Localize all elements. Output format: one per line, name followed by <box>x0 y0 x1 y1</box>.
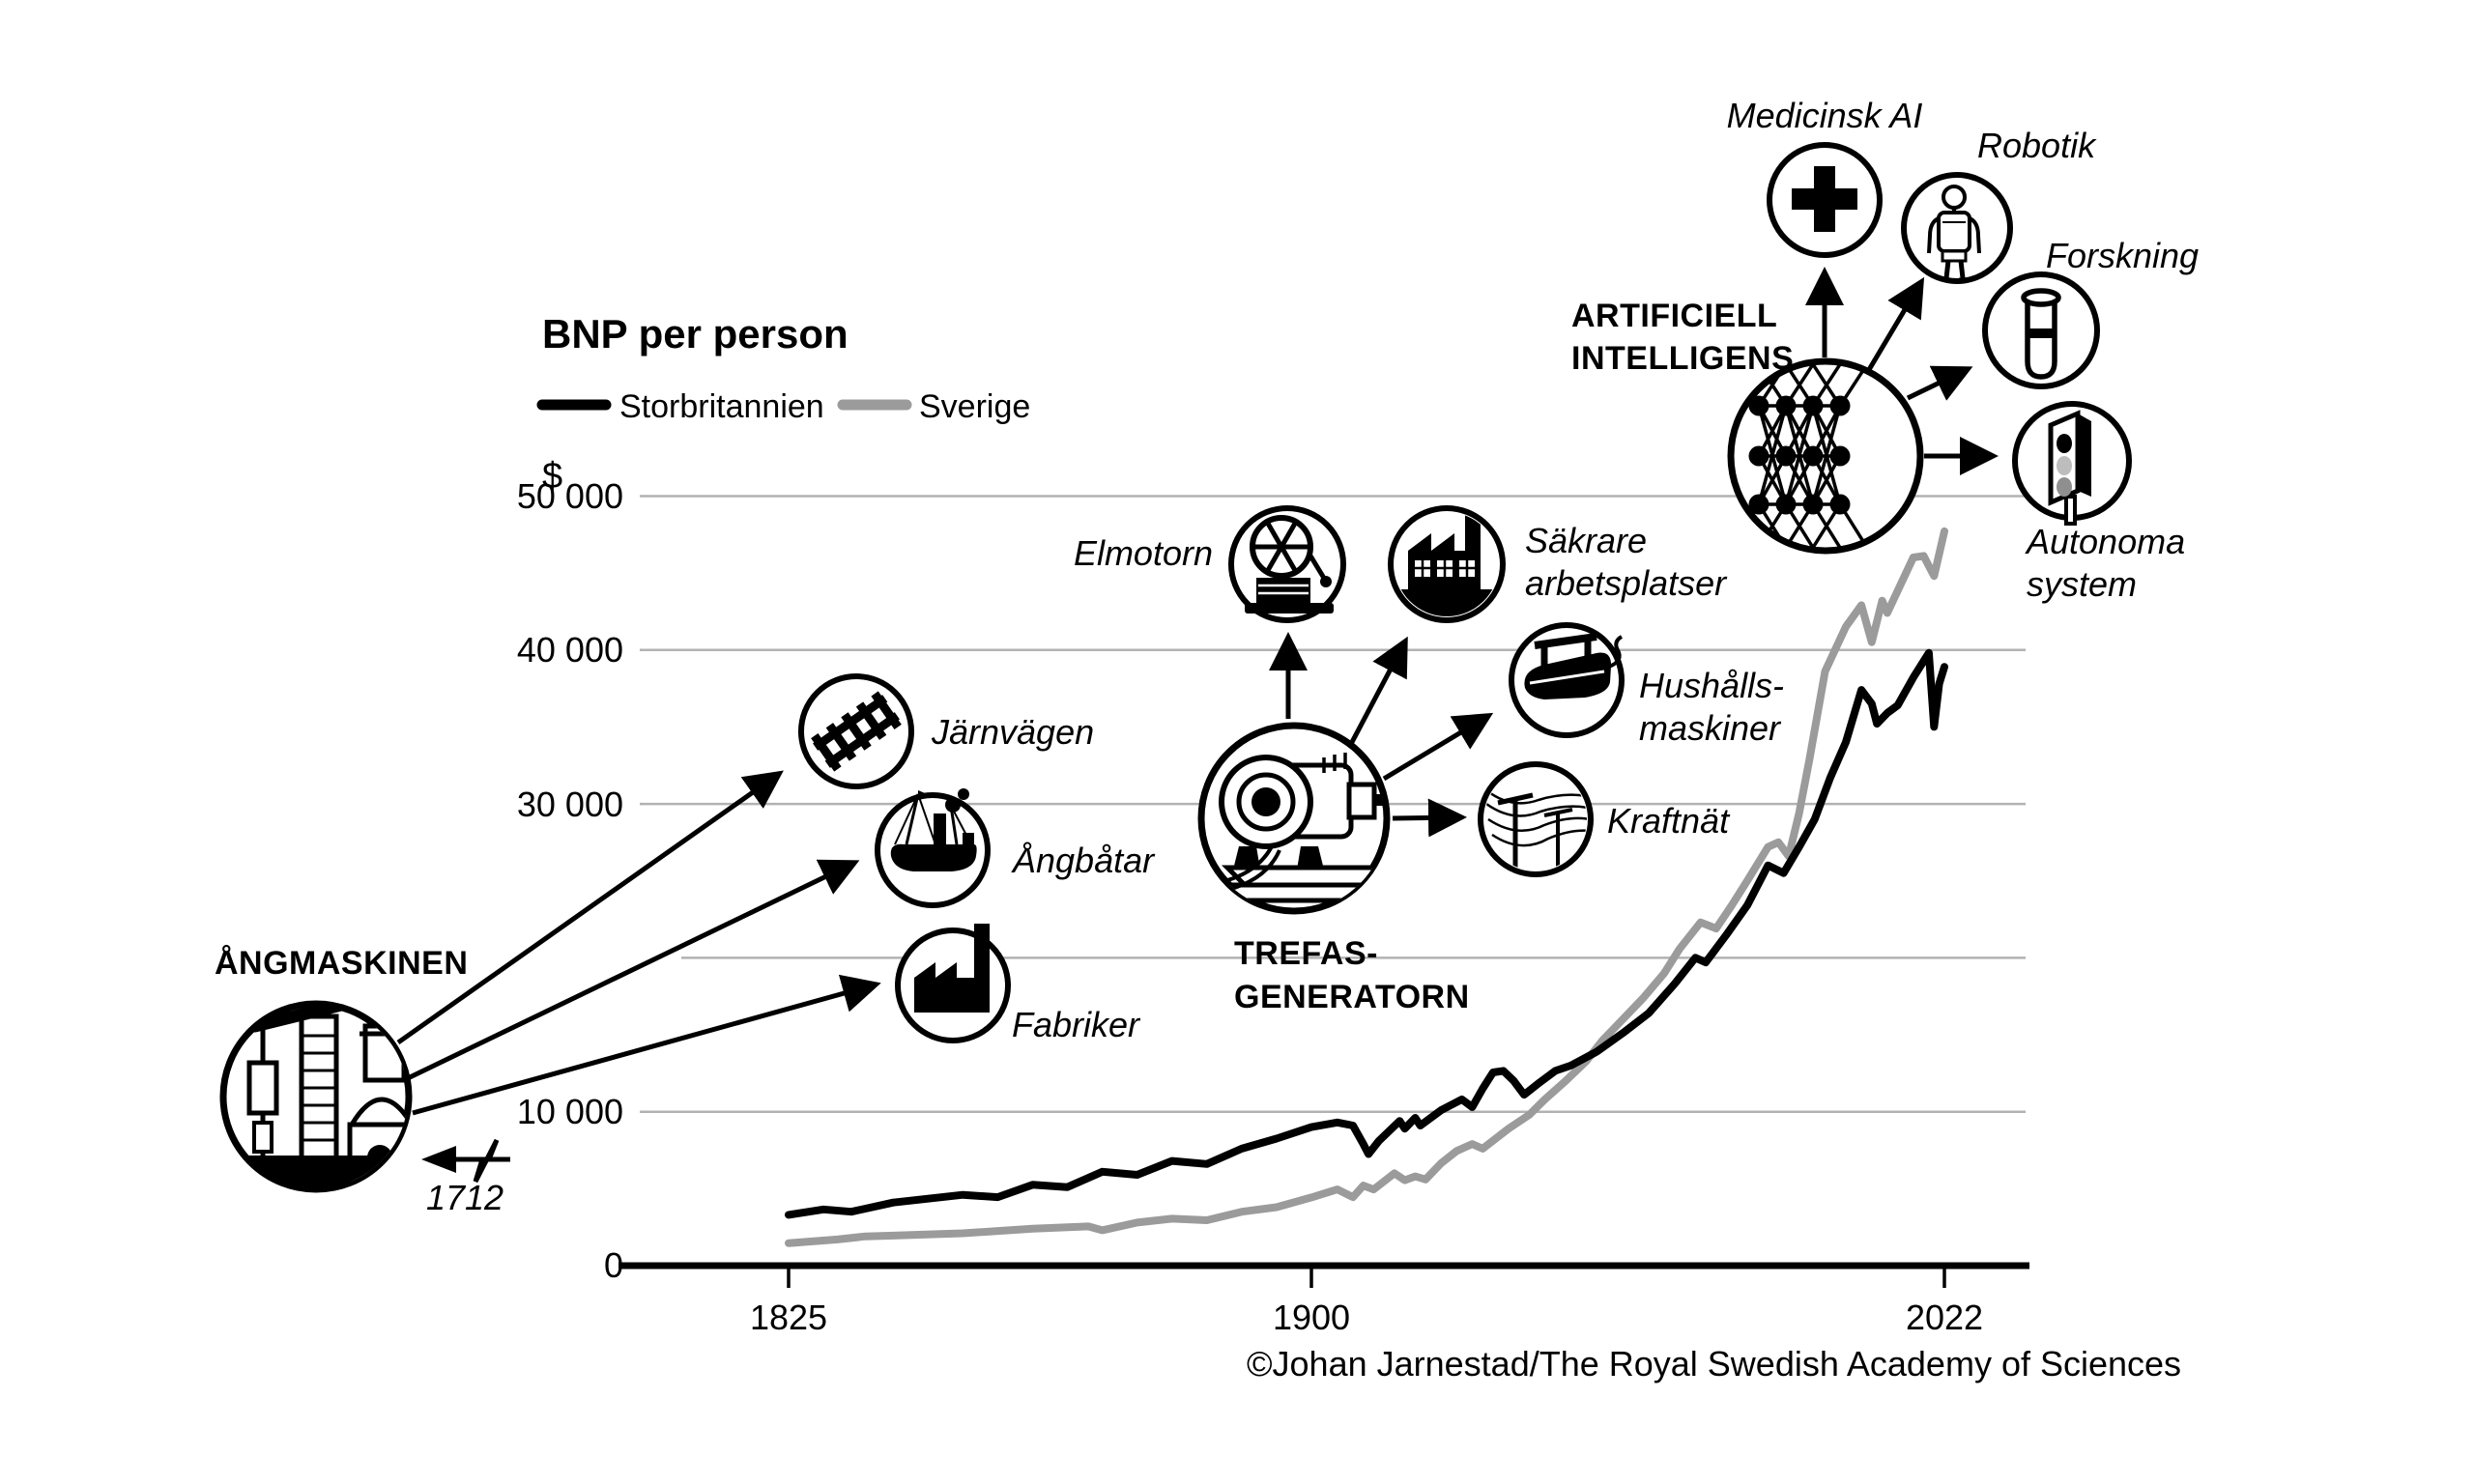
factory-group: Fabriker <box>895 924 1141 1044</box>
arrow-steam-to-steamboats <box>406 859 860 1081</box>
arrow-steam-to-factories <box>412 974 881 1116</box>
y-tick-0: 0 <box>604 1245 623 1285</box>
ai-title-line1: ARTIFICIELL <box>1571 298 1777 334</box>
research-group: Forskning <box>1982 236 2199 389</box>
safer-workplaces-group: Säkrare arbetsplatser <box>1388 505 1728 623</box>
autonomous-systems-label-line2: system <box>2027 564 2137 604</box>
y-tick-40000: 40 000 <box>517 630 623 670</box>
legend-label-storbritannien: Storbritannien <box>619 388 824 425</box>
railway-track-icon <box>811 691 902 772</box>
railway-group: Järnvägen <box>798 673 1094 789</box>
generator-title-line1: TREFAS- <box>1234 935 1378 972</box>
arrows <box>396 267 1999 1116</box>
autonomous-systems-group: Autonoma system <box>2012 401 2185 604</box>
power-grid-label: Kraftnät <box>1607 801 1731 841</box>
household-machines-group: Hushålls- maskiner <box>1509 622 1784 748</box>
electric-motor-icon <box>1245 515 1334 614</box>
medical-ai-group: Medicinsk AI <box>1727 96 1923 258</box>
iron-icon <box>1524 633 1624 699</box>
y-tick-10000: 10 000 <box>517 1092 623 1131</box>
steam-engine-group: ÅNGMASKINEN 1712 <box>215 945 503 1217</box>
factory-icon <box>914 924 990 1013</box>
household-machines-label-line2: maskiner <box>1639 708 1782 748</box>
x-axis: 1825 1900 2022 <box>618 1262 2029 1337</box>
generator-group: TREFAS- GENERATORN <box>1197 722 1470 1015</box>
credit-line: ©Johan Jarnestad/The Royal Swedish Acade… <box>1247 1344 2181 1384</box>
x-tick-label-1825: 1825 <box>750 1298 827 1337</box>
safer-workplaces-label-line2: arbetsplatser <box>1525 563 1728 603</box>
safer-workplaces-label-line1: Säkrare <box>1525 521 1647 560</box>
electric-motor-label: Elmotorn <box>1074 533 1213 573</box>
power-grid-group: Kraftnät <box>1478 761 1731 877</box>
power-grid-circle <box>1478 761 1594 877</box>
ai-group: ARTIFICIELL INTELLIGENS <box>1571 298 1924 555</box>
robot-icon <box>1927 185 1981 281</box>
arrow-steam-to-railway <box>396 770 784 1045</box>
robotics-label: Robotik <box>1977 126 2097 165</box>
railway-label: Järnvägen <box>931 712 1094 752</box>
household-machines-label-line1: Hushålls- <box>1639 666 1784 705</box>
ai-title-line2: INTELLIGENS <box>1571 340 1794 377</box>
medical-ai-label: Medicinsk AI <box>1727 96 1923 135</box>
electric-motor-group: Elmotorn <box>1074 505 1346 623</box>
autonomous-systems-label-line1: Autonoma <box>2025 522 2185 561</box>
year-1712-break-arrow <box>421 1138 510 1184</box>
safer-workplaces-icon <box>1395 512 1499 616</box>
steam-engine-icon <box>224 1005 408 1188</box>
research-label: Forskning <box>2046 236 2199 275</box>
traffic-light-icon <box>2048 410 2091 526</box>
year-1712-label: 1712 <box>426 1178 503 1217</box>
steamboat-icon <box>890 788 977 871</box>
steamboat-label: Ångbåtar <box>1011 841 1156 880</box>
test-tube-icon <box>2021 288 2061 380</box>
arrow-ai-to-research <box>1906 365 1973 401</box>
y-axis: $ 50 000 40 000 30 000 10 000 0 <box>517 456 623 1285</box>
x-tick-label-2022: 2022 <box>1906 1298 1983 1337</box>
steamboat-group: Ångbåtar <box>875 788 1156 908</box>
arrow-generator-to-grid <box>1392 798 1467 838</box>
factory-label: Fabriker <box>1012 1005 1141 1044</box>
x-tick-label-1900: 1900 <box>1273 1298 1350 1337</box>
line-storbritannien <box>785 648 1948 1219</box>
y-tick-50000: 50 000 <box>517 476 623 516</box>
chart-title: BNP per person <box>542 311 849 357</box>
generator-title-line2: GENERATORN <box>1234 979 1470 1015</box>
chart-header: BNP per person Storbritannien Sverige <box>536 311 1030 425</box>
legend-label-sverige: Sverige <box>919 388 1030 425</box>
y-axis-unit: $ <box>542 456 562 497</box>
power-grid-icon <box>1485 789 1587 868</box>
y-tick-30000: 30 000 <box>517 785 623 824</box>
arrow-generator-to-safer-workplaces <box>1348 636 1408 746</box>
arrow-generator-to-household <box>1382 712 1494 782</box>
robotics-group: Robotik <box>1901 126 2097 284</box>
arrow-ai-to-robotics <box>1864 276 1925 375</box>
line-sverige <box>785 527 1948 1247</box>
medical-cross-icon <box>1792 166 1857 232</box>
steam-engine-title: ÅNGMASKINEN <box>215 945 468 982</box>
